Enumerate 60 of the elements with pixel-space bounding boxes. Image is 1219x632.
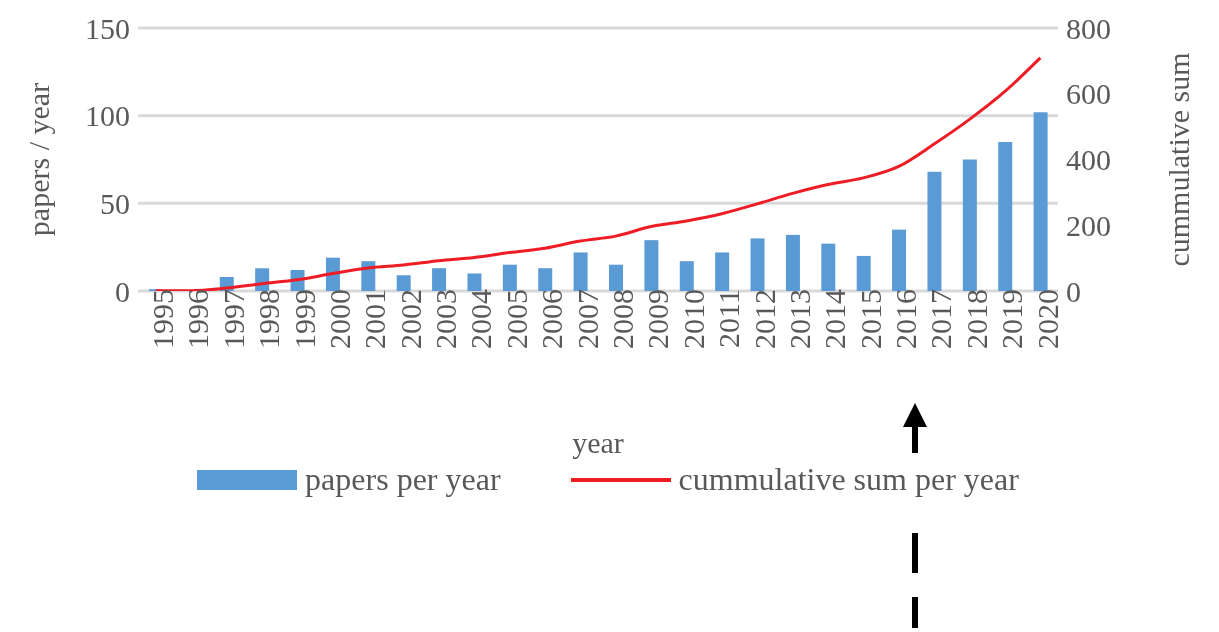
x-tick-label: 2017 [924, 289, 958, 349]
y2-axis-title: cummulative sum [1161, 52, 1195, 267]
y2-tick-label: 600 [1066, 77, 1111, 111]
x-tick-label: 2005 [499, 289, 533, 349]
x-tick-label: 2000 [322, 289, 356, 349]
x-tick-label: 2009 [641, 289, 675, 349]
bar [573, 252, 588, 291]
bar [467, 273, 482, 291]
y2-tick-label: 400 [1066, 143, 1111, 177]
x-tick-label: 2010 [676, 289, 710, 349]
bar [927, 171, 942, 291]
y2-tick-label: 800 [1066, 11, 1111, 45]
x-tick-label: 2011 [712, 289, 746, 348]
line-series [154, 56, 1042, 291]
x-tick-label: 2019 [995, 289, 1029, 349]
x-tick-label: 2013 [782, 289, 816, 349]
x-tick-label: 2006 [535, 289, 569, 349]
x-axis-title: year [572, 426, 624, 459]
x-tick-label: 2003 [429, 289, 463, 349]
bar [1033, 112, 1048, 291]
bar [750, 238, 765, 291]
bar [821, 243, 836, 291]
x-tick-label: 2008 [605, 289, 639, 349]
bar [679, 261, 694, 291]
x-tick-label: 1997 [216, 289, 250, 349]
bar [609, 264, 623, 291]
x-tick-label: 2016 [889, 289, 923, 349]
y-tick-label: 100 [85, 99, 130, 133]
y2-tick-label: 0 [1066, 274, 1081, 308]
bar [998, 141, 1013, 291]
x-tick-label: 2020 [1030, 289, 1064, 349]
x-tick-label: 2004 [464, 289, 498, 349]
x-tick-label: 2007 [570, 289, 604, 349]
bar [892, 229, 907, 291]
bar [785, 234, 800, 291]
x-tick-label: 2002 [393, 289, 427, 349]
x-tick-label: 1996 [181, 289, 215, 349]
bar [538, 268, 553, 291]
x-tick-label: 1999 [287, 289, 321, 349]
x-tick-label: 2014 [818, 289, 852, 349]
x-tick-label: 2012 [747, 289, 781, 349]
y2-tick-label: 200 [1066, 208, 1111, 242]
y-axis-title: papers / year [21, 82, 55, 237]
bar [856, 255, 871, 291]
bar [715, 252, 730, 291]
bar [432, 268, 447, 291]
y-tick-label: 50 [100, 186, 130, 220]
bar [644, 240, 659, 291]
y-tick-label: 150 [85, 11, 130, 45]
bar [962, 159, 977, 291]
x-tick-label: 2018 [959, 289, 993, 349]
x-tick-label: 2015 [853, 289, 887, 349]
x-tick-label: 1995 [145, 289, 179, 349]
y-tick-label: 0 [115, 274, 130, 308]
x-tick-label: 2001 [358, 289, 392, 349]
bar [396, 275, 411, 291]
bar [502, 264, 517, 291]
legend-label: cummulative sum per year [678, 461, 1019, 498]
legend-label: papers per year [305, 461, 501, 498]
x-tick-label: 1998 [252, 289, 286, 349]
